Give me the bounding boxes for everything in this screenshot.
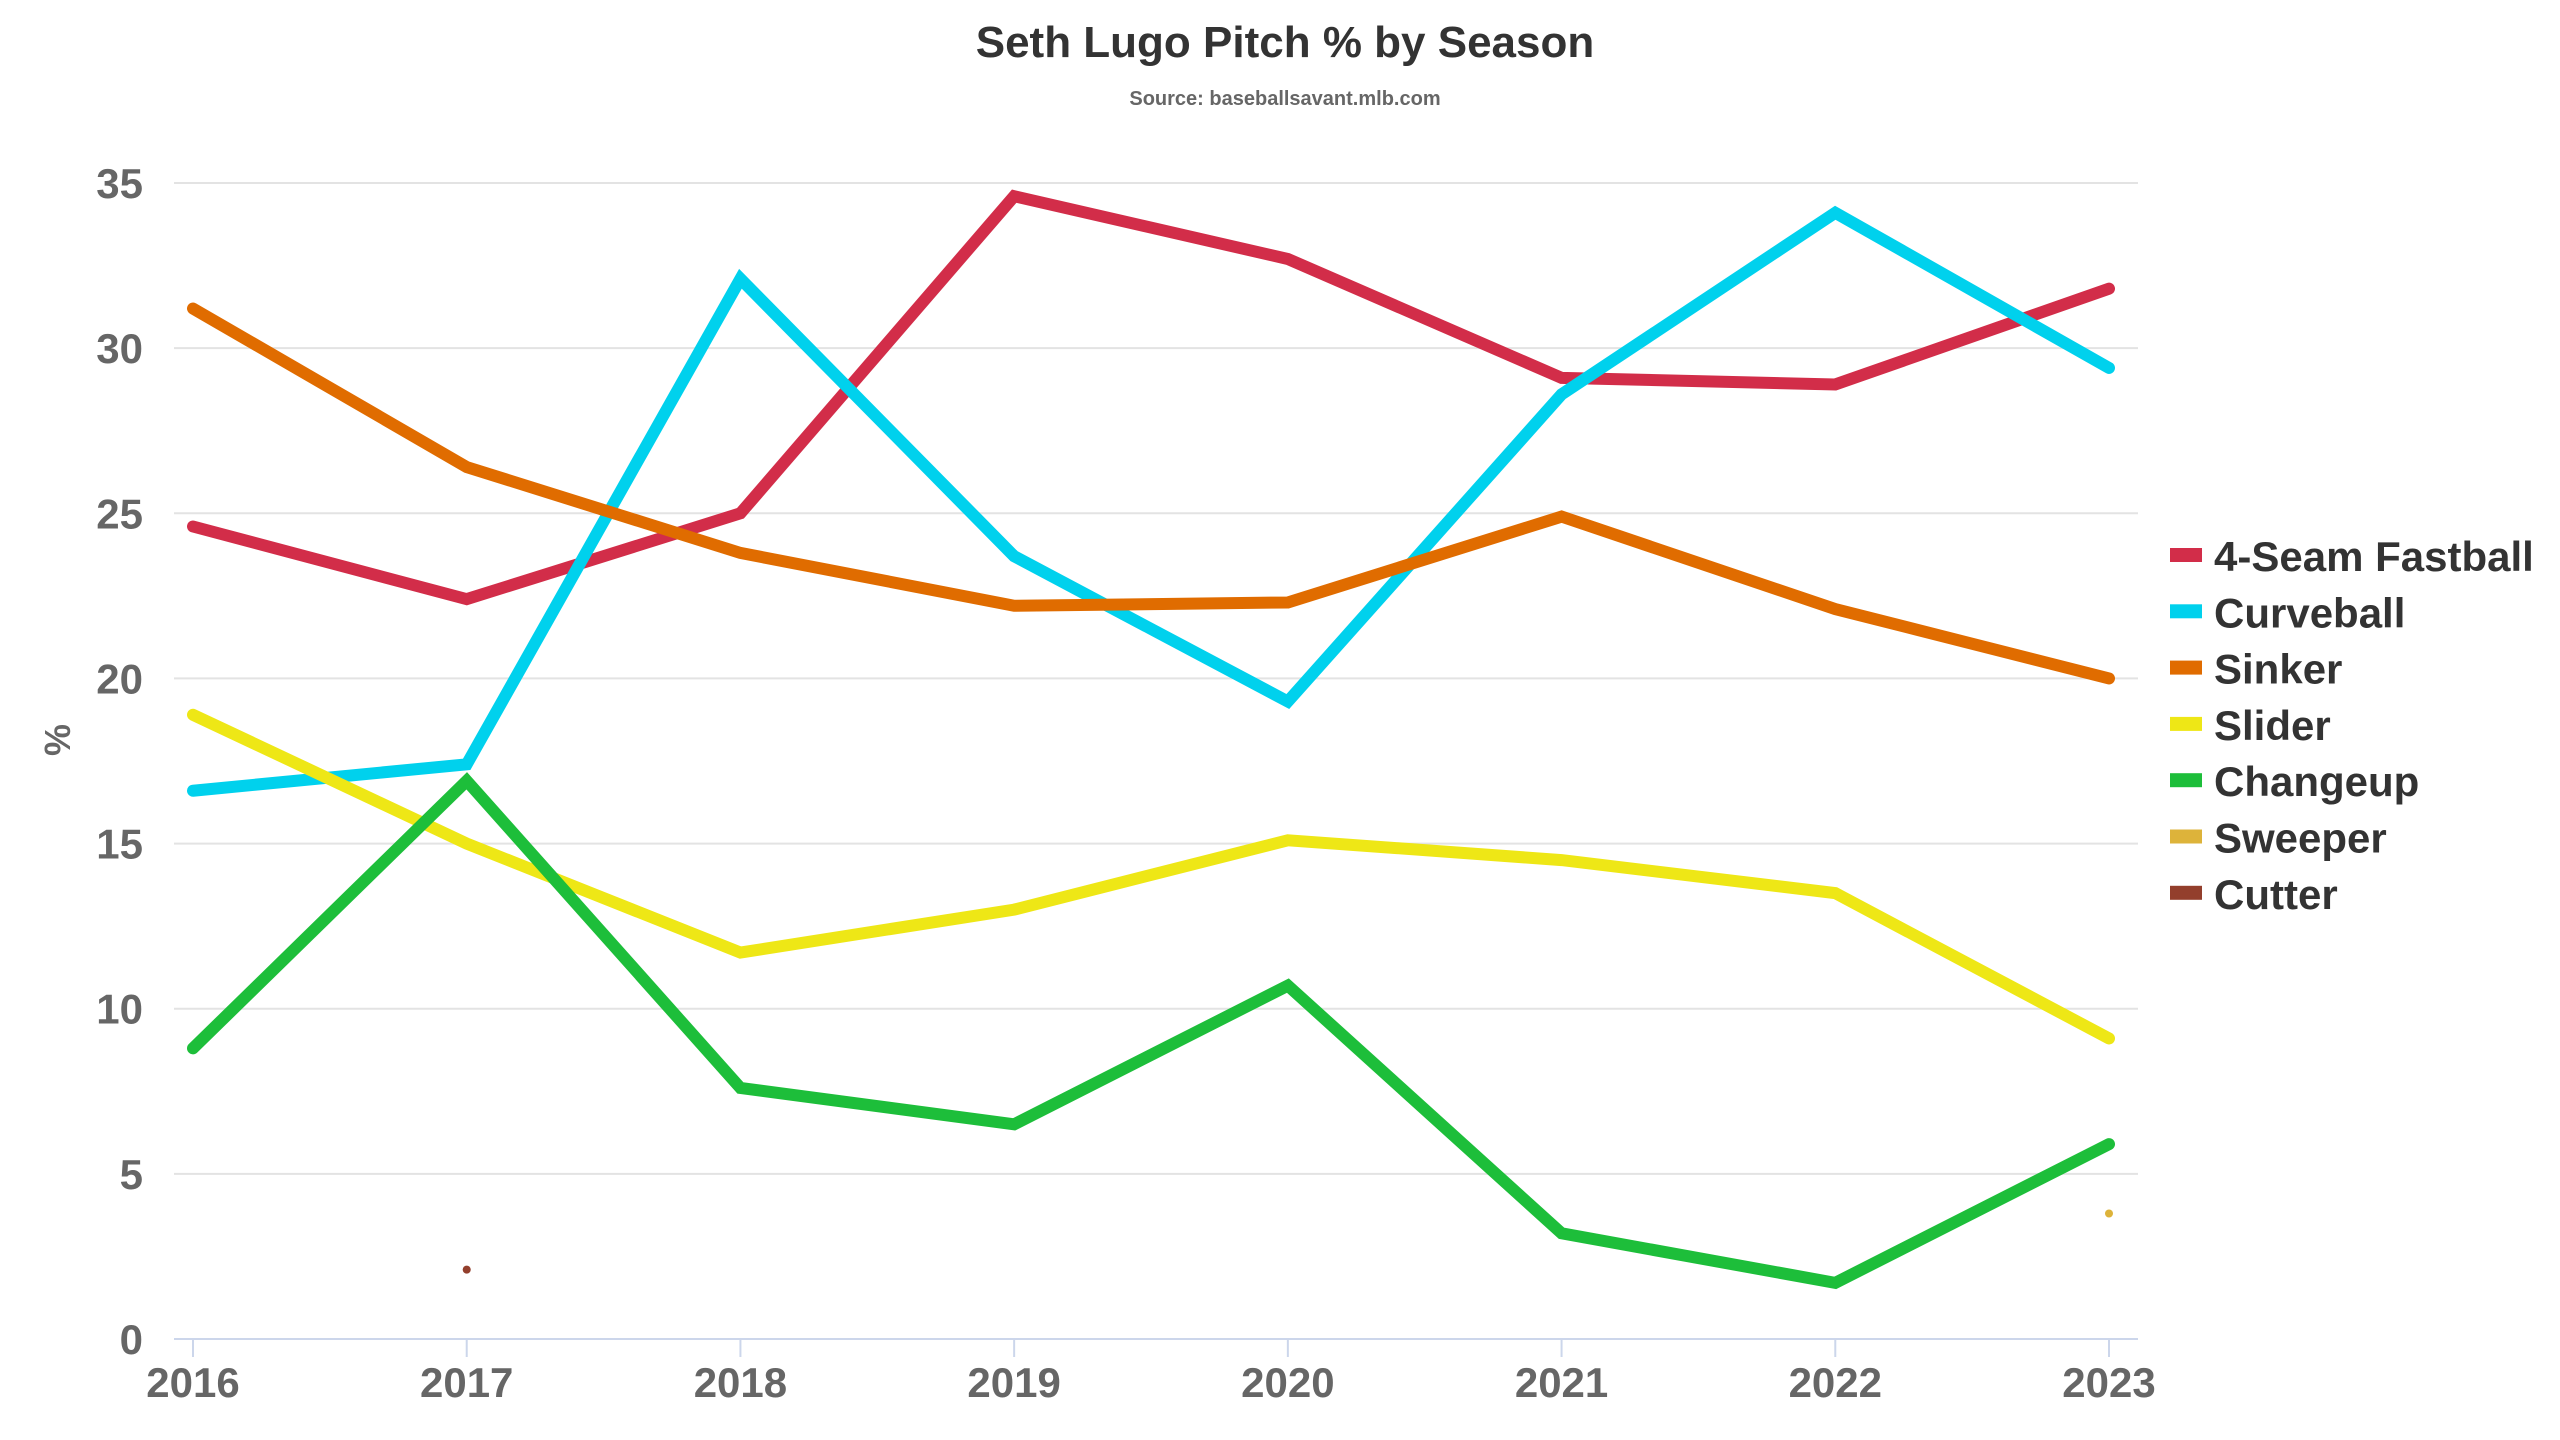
legend: 4-Seam Fastball Curveball Sinker Slider Chan…	[2170, 533, 2534, 918]
x-tick-label: 2017	[420, 1359, 513, 1406]
series-cutter	[462, 1265, 471, 1274]
y-tick-label: 35	[96, 160, 143, 207]
chart-subtitle: Source: baseballsavant.mlb.com	[1129, 88, 1440, 110]
legend-item-curveball[interactable]: Curveball	[2170, 589, 2405, 636]
legend-swatch	[2170, 660, 2202, 675]
legend-label: Sinker	[2214, 646, 2342, 693]
y-tick-label: 30	[96, 325, 143, 372]
gridlines	[174, 182, 2138, 1175]
legend-swatch	[2170, 885, 2202, 900]
legend-item-sweeper[interactable]: Sweeper	[2170, 815, 2387, 862]
series-line-changeup	[187, 772, 2115, 1290]
series-4-seam-fastball	[187, 189, 2115, 606]
legend-item-changeup[interactable]: Changeup	[2170, 758, 2419, 805]
legend-label: Changeup	[2214, 758, 2419, 805]
x-tick-label: 2016	[146, 1359, 239, 1406]
series-line-sinker	[187, 302, 2115, 685]
legend-item-sinker[interactable]: Sinker	[2170, 646, 2342, 693]
legend-label: Curveball	[2214, 589, 2405, 636]
x-tick-label: 2022	[1789, 1359, 1882, 1406]
series-line-curveball	[187, 205, 2115, 797]
series-line-4-seam-fastball	[187, 189, 2115, 606]
y-axis-ticks: 0 5 10 15 20 25 30 35	[96, 160, 143, 1363]
series-slider	[187, 708, 2115, 1045]
legend-item-slider[interactable]: Slider	[2170, 702, 2331, 749]
legend-swatch	[2170, 829, 2202, 844]
series-changeup	[187, 772, 2115, 1290]
y-tick-label: 10	[96, 986, 143, 1033]
series-sinker	[187, 302, 2115, 685]
legend-label: Cutter	[2214, 871, 2338, 918]
legend-swatch	[2170, 604, 2202, 619]
data-point-sweeper-2023	[2105, 1209, 2113, 1218]
legend-swatch	[2170, 548, 2202, 562]
legend-label: 4-Seam Fastball	[2214, 533, 2534, 580]
legend-item-4-seam-fastball[interactable]: 4-Seam Fastball	[2170, 533, 2534, 580]
x-tick-label: 2023	[2062, 1359, 2155, 1406]
y-axis-label: %	[37, 724, 78, 756]
y-tick-label: 5	[120, 1151, 143, 1198]
legend-item-cutter[interactable]: Cutter	[2170, 871, 2338, 918]
y-tick-label: 15	[96, 821, 143, 868]
y-tick-label: 25	[96, 490, 143, 537]
x-axis: 2016 2017 2018 2019 2020 2021 2022 2023	[146, 1338, 2156, 1406]
series-line-slider	[187, 708, 2115, 1045]
x-tick-label: 2019	[967, 1359, 1060, 1406]
x-tick-label: 2021	[1515, 1359, 1608, 1406]
y-tick-label: 20	[96, 655, 143, 702]
series-sweeper	[2105, 1209, 2113, 1218]
chart-title: Seth Lugo Pitch % by Season	[976, 18, 1595, 67]
data-point-cutter-2017	[462, 1265, 471, 1274]
x-tick-label: 2018	[694, 1359, 787, 1406]
y-tick-label: 0	[120, 1316, 143, 1363]
series-curveball	[187, 205, 2115, 797]
legend-label: Sweeper	[2214, 815, 2387, 862]
x-tick-label: 2020	[1241, 1359, 1334, 1406]
legend-swatch	[2170, 716, 2202, 731]
legend-label: Slider	[2214, 702, 2331, 749]
legend-swatch	[2170, 773, 2202, 788]
series-lines	[187, 189, 2115, 1290]
